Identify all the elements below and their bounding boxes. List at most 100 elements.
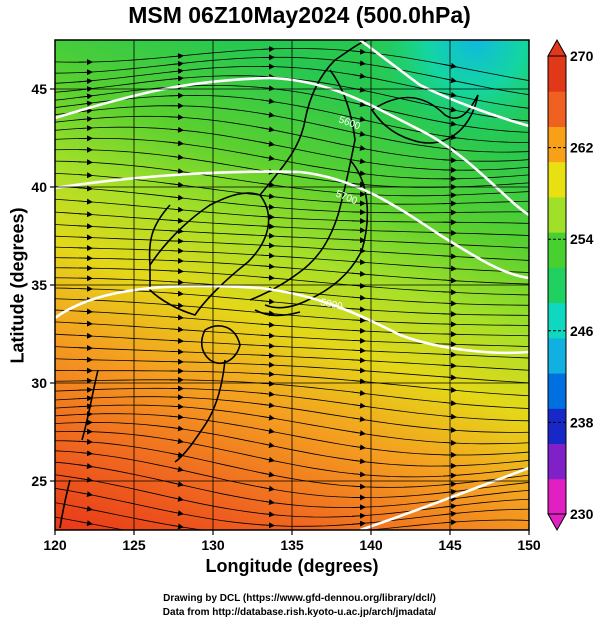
x-tick-label: 150: [517, 537, 541, 553]
wind-arrow: [169, 348, 184, 355]
wind-arrow: [78, 386, 93, 393]
wind-arrow: [534, 383, 547, 384]
streamline: [55, 404, 529, 445]
wind-arrow: [351, 520, 366, 527]
wind-arrow: [534, 95, 547, 97]
wind-arrow: [442, 351, 457, 358]
wind-arrow: [169, 326, 184, 333]
streamline: [55, 440, 529, 488]
wind-streamlines: [55, 46, 547, 534]
wind-arrow: [534, 481, 547, 482]
colorbar-segment: [548, 443, 566, 480]
wind-arrow: [534, 166, 547, 167]
wind-arrow: [351, 270, 366, 277]
wind-arrow: [442, 503, 457, 510]
streamline: [55, 413, 529, 456]
x-tick-label: 130: [201, 537, 225, 553]
wind-arrow: [351, 200, 366, 207]
wind-arrow: [442, 510, 457, 517]
wind-arrow: [260, 332, 275, 339]
wind-arrow: [78, 116, 93, 123]
streamline: [55, 358, 529, 384]
y-tick-label: 35: [31, 277, 47, 293]
wind-arrow: [78, 125, 93, 132]
wind-arrow: [169, 53, 184, 60]
wind-arrow: [351, 327, 366, 334]
wind-arrow: [169, 466, 184, 473]
y-tick-label: 30: [31, 375, 47, 391]
wind-arrow: [351, 72, 366, 79]
wind-arrow: [351, 512, 366, 519]
wind-arrow: [169, 68, 184, 75]
wind-arrow: [78, 107, 93, 114]
wind-arrow: [260, 352, 275, 359]
wind-arrow: [442, 289, 457, 296]
colorbar: 230 238 246 254 262 270: [547, 38, 594, 532]
wind-arrow: [534, 459, 547, 460]
x-tick-label: 125: [122, 537, 146, 553]
wind-arrow: [534, 451, 547, 452]
wind-arrow: [78, 345, 93, 352]
wind-arrow: [78, 185, 93, 192]
x-tick-label: 145: [438, 537, 462, 553]
streamline: [55, 66, 529, 109]
wind-arrow: [534, 533, 547, 534]
wind-arrow: [169, 206, 184, 213]
wind-arrow: [534, 151, 547, 152]
wind-arrow: [78, 100, 93, 107]
streamline: [55, 85, 529, 133]
wind-arrow: [169, 481, 184, 488]
wind-arrow: [169, 194, 184, 201]
wind-arrow: [260, 85, 275, 92]
wind-arrow: [260, 391, 275, 398]
wind-arrow: [534, 261, 547, 262]
wind-arrow: [442, 488, 457, 495]
wind-arrow: [351, 306, 366, 313]
colorbar-tick-label: 246: [570, 323, 594, 339]
colorbar-segment: [548, 161, 566, 198]
streamline: [55, 487, 529, 527]
streamline: [55, 461, 529, 508]
wind-arrow: [260, 522, 275, 529]
streamline: [55, 267, 529, 296]
wind-arrow: [351, 227, 366, 234]
wind-arrow: [351, 347, 366, 354]
wind-arrow: [351, 101, 366, 108]
wind-arrow: [534, 466, 547, 468]
wind-arrow: [351, 416, 366, 423]
wind-arrow: [169, 290, 184, 297]
wind-arrow: [351, 191, 366, 198]
wind-arrow: [78, 491, 93, 498]
streamline: [55, 105, 529, 153]
wind-arrow: [78, 159, 93, 166]
streamline: [55, 48, 529, 81]
wind-arrow: [260, 140, 275, 147]
wind-arrow: [351, 237, 366, 244]
y-tick-label: 45: [31, 81, 47, 97]
streamline: [55, 379, 529, 409]
wind-arrow: [169, 314, 184, 321]
wind-arrow: [169, 495, 184, 502]
wind-arrow: [351, 337, 366, 344]
colorbar-segment: [548, 232, 566, 268]
wind-arrow: [169, 217, 184, 224]
streamline: [55, 474, 529, 518]
wind-arrow: [78, 211, 93, 218]
wind-arrow: [78, 450, 93, 457]
wind-arrow: [78, 438, 93, 445]
colorbar-segment: [548, 302, 566, 339]
wind-arrow: [351, 458, 366, 465]
streamline: [55, 298, 529, 326]
wind-arrow: [260, 298, 275, 305]
x-tick-label: 140: [359, 537, 383, 553]
wind-arrow: [351, 60, 366, 67]
streamline: [55, 185, 529, 214]
wind-arrow: [442, 62, 457, 69]
wind-arrow: [351, 317, 366, 324]
wind-arrow: [534, 236, 547, 237]
streamline: [55, 149, 529, 188]
streamline: [55, 126, 529, 171]
wind-arrow: [169, 247, 184, 254]
wind-arrow: [169, 181, 184, 188]
wind-arrow: [359, 528, 366, 530]
